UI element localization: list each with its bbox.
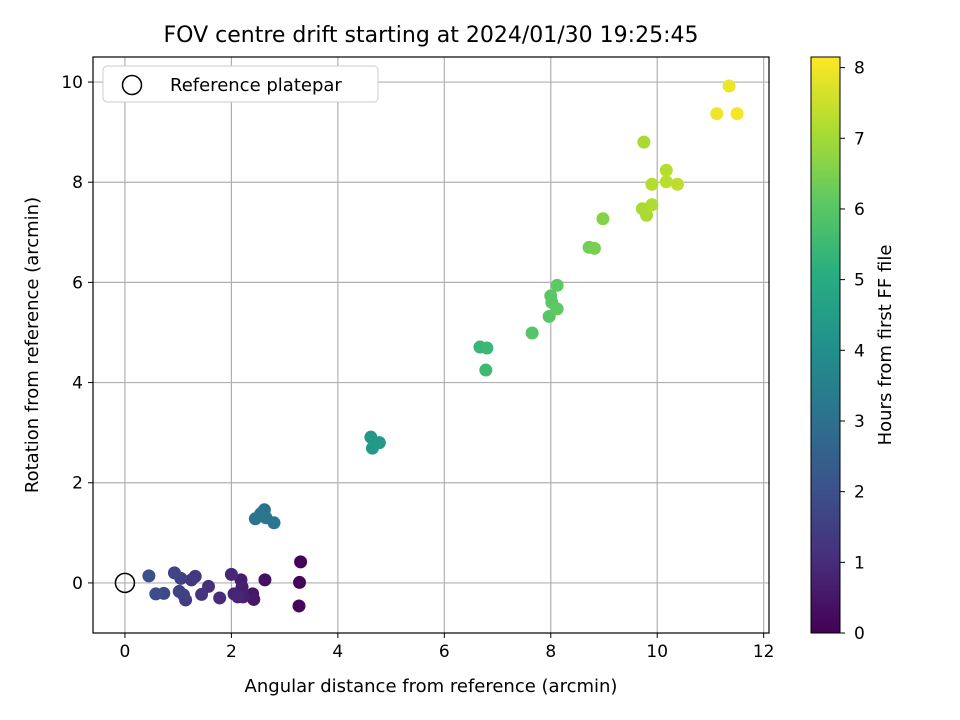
data-point xyxy=(645,177,659,191)
data-point xyxy=(479,363,493,377)
data-point xyxy=(149,587,163,601)
reference-platepar-marker xyxy=(114,572,136,594)
data-point xyxy=(722,79,736,93)
colorbar-gradient xyxy=(810,56,841,634)
data-point xyxy=(550,302,564,316)
data-point xyxy=(294,555,308,569)
y-axis-label: Rotation from reference (arcmin) xyxy=(22,197,43,493)
colorbar-tick-label: 2 xyxy=(854,483,865,503)
data-point xyxy=(167,566,181,580)
colorbar-tick-label: 5 xyxy=(854,271,865,291)
colorbar-tick-label: 3 xyxy=(854,412,865,432)
data-point xyxy=(258,573,272,587)
data-point xyxy=(292,599,306,613)
data-point xyxy=(637,135,651,149)
y-tick-label: 10 xyxy=(61,73,83,93)
y-tick-label: 0 xyxy=(72,574,83,594)
y-tick-label: 6 xyxy=(72,273,83,293)
x-axis-ticks: 0 2 4 6 8 10 12 xyxy=(120,633,775,662)
x-tick-label: 4 xyxy=(332,642,343,662)
colorbar-tick-label: 7 xyxy=(854,129,865,149)
data-point xyxy=(224,567,238,581)
colorbar-label: Hours from first FF file xyxy=(875,245,896,446)
colorbar-tick-label: 4 xyxy=(854,341,865,361)
grid xyxy=(93,57,769,633)
chart-title: FOV centre drift starting at 2024/01/30 … xyxy=(164,23,699,48)
x-tick-label: 0 xyxy=(120,642,131,662)
legend-box xyxy=(102,65,379,103)
scatter-points xyxy=(114,79,744,613)
data-point xyxy=(710,107,724,121)
colorbar-tick-label: 0 xyxy=(854,624,865,644)
data-point xyxy=(365,441,379,455)
y-tick-label: 4 xyxy=(72,374,83,394)
data-point xyxy=(231,590,245,604)
x-tick-label: 6 xyxy=(439,642,450,662)
plot-frame xyxy=(92,56,770,634)
data-point xyxy=(480,341,494,355)
legend: Reference platepar xyxy=(102,65,379,103)
data-point xyxy=(730,107,744,121)
colorbar-tick-label: 6 xyxy=(854,200,865,220)
legend-marker xyxy=(121,74,143,96)
data-point xyxy=(670,177,684,191)
legend-entry-label: Reference platepar xyxy=(170,75,342,96)
y-axis-ticks: 0 2 4 6 8 10 xyxy=(61,73,93,594)
x-tick-label: 8 xyxy=(545,642,556,662)
data-point xyxy=(142,569,156,583)
colorbar-tick-label: 1 xyxy=(854,553,865,573)
x-tick-label: 12 xyxy=(753,642,775,662)
data-point xyxy=(213,591,227,605)
data-point xyxy=(293,575,307,589)
y-tick-label: 8 xyxy=(72,173,83,193)
data-point xyxy=(645,198,659,212)
colorbar: 0 1 2 3 4 5 6 7 8 Hours from first FF file xyxy=(810,56,896,644)
data-point xyxy=(596,212,610,226)
data-point xyxy=(525,326,539,340)
data-point xyxy=(550,278,564,292)
colorbar-tick-label: 8 xyxy=(854,59,865,79)
data-point xyxy=(659,163,673,177)
data-point xyxy=(587,241,601,255)
data-point xyxy=(247,592,261,606)
data-point xyxy=(184,573,198,587)
x-tick-label: 10 xyxy=(646,642,668,662)
data-point xyxy=(640,208,654,222)
data-point xyxy=(659,175,673,189)
data-point xyxy=(248,512,262,526)
y-tick-label: 2 xyxy=(72,474,83,494)
x-tick-label: 2 xyxy=(226,642,237,662)
x-axis-label: Angular distance from reference (arcmin) xyxy=(245,676,618,697)
data-point xyxy=(195,587,209,601)
colorbar-ticks: 0 1 2 3 4 5 6 7 8 xyxy=(840,59,865,644)
data-point xyxy=(267,516,281,530)
data-point xyxy=(172,584,186,598)
